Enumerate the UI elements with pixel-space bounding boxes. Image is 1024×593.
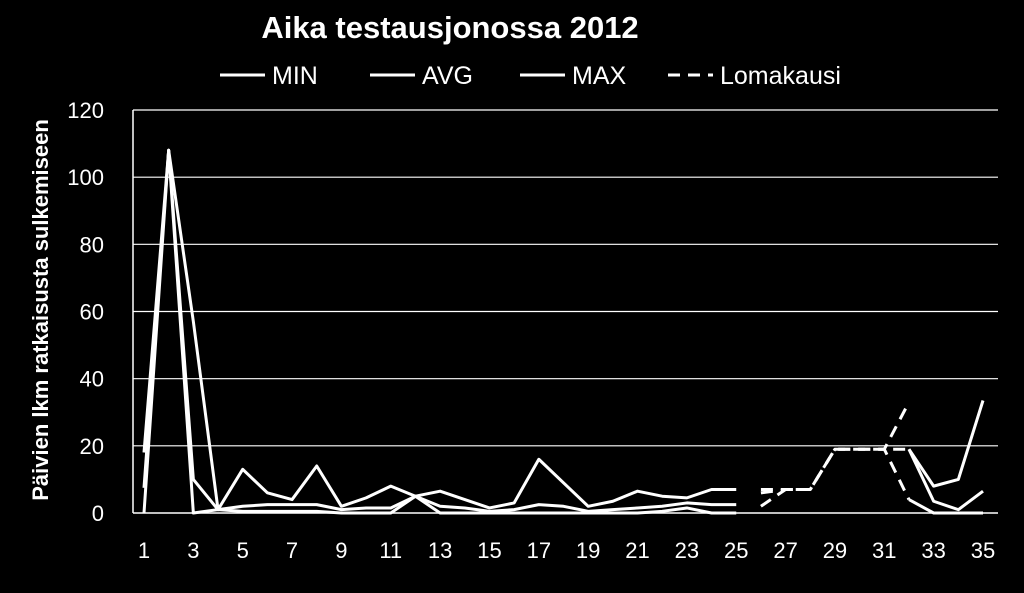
y-tick-label: 100 xyxy=(67,165,104,190)
series-lomakausi-line xyxy=(760,447,911,501)
x-tick-label: 23 xyxy=(675,538,699,563)
series-max-line xyxy=(907,400,985,488)
x-tick-label: 3 xyxy=(187,538,199,563)
legend-label: MAX xyxy=(572,62,627,90)
x-tick-label: 9 xyxy=(335,538,347,563)
series-lomakausi-line xyxy=(760,447,909,508)
y-tick-label: 80 xyxy=(80,232,104,257)
series-min-line xyxy=(908,498,983,515)
y-tick-label: 20 xyxy=(80,434,104,459)
series-max-line xyxy=(142,148,737,512)
x-tick-label: 21 xyxy=(625,538,649,563)
x-tick-label: 13 xyxy=(428,538,452,563)
x-tick-label: 35 xyxy=(971,538,995,563)
x-tick-label: 19 xyxy=(576,538,600,563)
x-tick-label: 1 xyxy=(138,538,150,563)
legend-label: MIN xyxy=(272,62,318,90)
chart-title: Aika testausjonossa 2012 xyxy=(261,10,638,45)
legend-label: Lomakausi xyxy=(720,62,841,90)
series-avg-line xyxy=(907,448,984,512)
x-tick-label: 33 xyxy=(921,538,945,563)
y-tick-label: 0 xyxy=(92,501,104,526)
x-axis-ticks: 1 3 5 7 9 11 13 15 17 19 21 23 25 27 29 31 33 35 xyxy=(138,538,995,563)
y-tick-label: 40 xyxy=(80,367,104,392)
series-avg-line xyxy=(142,148,737,513)
series-lines xyxy=(142,148,985,515)
x-tick-label: 31 xyxy=(872,538,896,563)
y-tick-label: 120 xyxy=(67,98,104,123)
x-tick-label: 15 xyxy=(477,538,501,563)
y-axis-label: Päivien lkm ratkaisusta sulkemiseen xyxy=(28,119,53,501)
x-tick-label: 25 xyxy=(724,538,748,563)
x-tick-label: 27 xyxy=(773,538,797,563)
x-tick-label: 5 xyxy=(237,538,249,563)
x-tick-label: 29 xyxy=(823,538,847,563)
series-lomakausi-line xyxy=(760,401,911,495)
gridlines xyxy=(133,109,998,447)
legend: MIN AVG MAX Lomakausi xyxy=(220,62,841,90)
x-tick-label: 17 xyxy=(527,538,551,563)
y-tick-label: 60 xyxy=(80,300,104,325)
x-tick-label: 11 xyxy=(379,538,402,563)
legend-label: AVG xyxy=(422,62,473,90)
x-tick-label: 7 xyxy=(286,538,298,563)
y-axis-ticks: 0 20 40 60 80 100 120 xyxy=(67,98,104,526)
series-min-line xyxy=(142,148,737,515)
